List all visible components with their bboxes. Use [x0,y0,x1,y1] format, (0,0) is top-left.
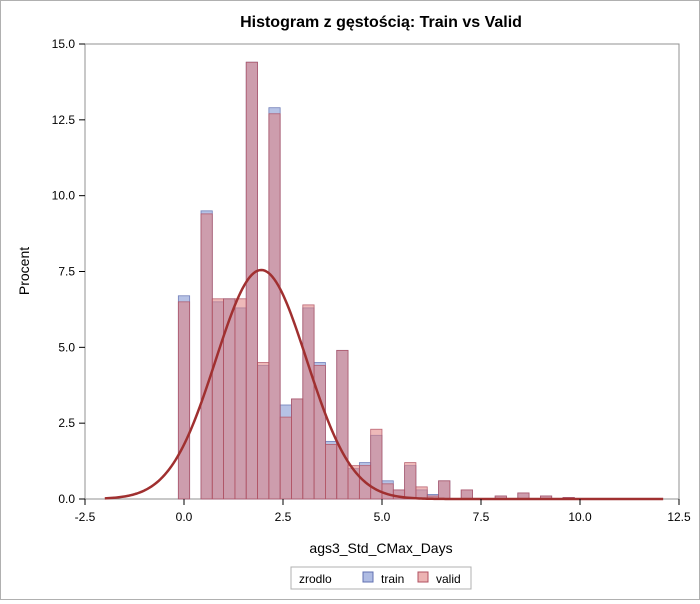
bar-valid [313,365,326,500]
chart-title: Histogram z gęstością: Train vs Valid [240,14,522,31]
bar-valid [257,362,270,500]
y-tick-label: 12.5 [52,113,76,127]
x-tick-label: 2.5 [275,510,292,524]
y-tick-label: 15.0 [52,37,76,51]
bars-valid [177,61,575,500]
x-axis-label: ags3_Std_CMax_Days [309,540,452,556]
y-axis: 0.0 2.5 5.0 7.5 10.0 12.5 15.0 [52,37,85,506]
legend-label-train: train [381,572,404,586]
x-axis: -2.5 0.0 2.5 5.0 7.5 10.0 12.5 [75,499,691,524]
bar-valid [438,480,451,500]
x-tick-label: 10.0 [568,510,592,524]
x-tick-label: -2.5 [75,510,96,524]
bar-valid [177,301,191,500]
bar-valid [200,213,213,500]
y-tick-label: 0.0 [58,492,75,506]
x-tick-label: 5.0 [374,510,391,524]
y-tick-label: 7.5 [58,265,75,279]
legend-swatch-train [362,571,374,583]
bar-valid [279,416,292,500]
y-axis-label: Procent [16,247,32,295]
y-tick-label: 5.0 [58,340,75,354]
legend-swatch-valid [417,571,429,583]
y-tick-label: 10.0 [52,189,76,203]
bar-valid [381,483,394,500]
x-tick-label: 7.5 [473,510,490,524]
x-tick-label: 0.0 [176,510,193,524]
legend-label-valid: valid [436,572,461,586]
legend: zrodlo train valid [290,566,472,590]
bar-valid [404,462,417,500]
bar-valid [268,113,281,500]
bar-valid [234,298,247,500]
bar-valid [460,489,473,500]
y-tick-label: 2.5 [58,416,75,430]
legend-title: zrodlo [299,572,332,586]
bar-valid [291,398,304,500]
bar-valid [325,443,338,500]
bar-valid [336,349,349,500]
bar-valid [211,298,224,500]
bar-valid [370,428,383,500]
bar-valid [302,304,315,500]
x-tick-label: 12.5 [667,510,691,524]
density-curve [104,268,664,501]
